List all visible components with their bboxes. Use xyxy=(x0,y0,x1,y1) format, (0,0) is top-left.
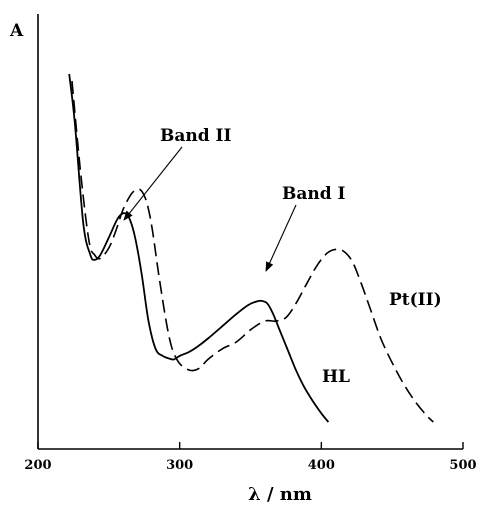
curve-label-hl: HL xyxy=(322,367,350,387)
band-ii-arrow xyxy=(123,146,183,221)
series-line-pt-ii xyxy=(71,80,434,423)
x-tick-label: 300 xyxy=(166,458,193,473)
x-tick-label: 500 xyxy=(449,458,476,473)
annotation-band-i: Band I xyxy=(282,184,346,204)
x-tick-label: 200 xyxy=(24,458,51,473)
annotation-band-ii: Band II xyxy=(160,126,232,146)
band-i-arrow xyxy=(265,204,297,272)
x-axis-ticks: 200 300 400 500 xyxy=(24,442,477,473)
curve-label-pt-ii: Pt(II) xyxy=(389,290,442,310)
x-axis-label: λ / nm xyxy=(248,484,312,505)
x-tick-label: 400 xyxy=(308,458,335,473)
y-axis-label: A xyxy=(9,21,24,41)
